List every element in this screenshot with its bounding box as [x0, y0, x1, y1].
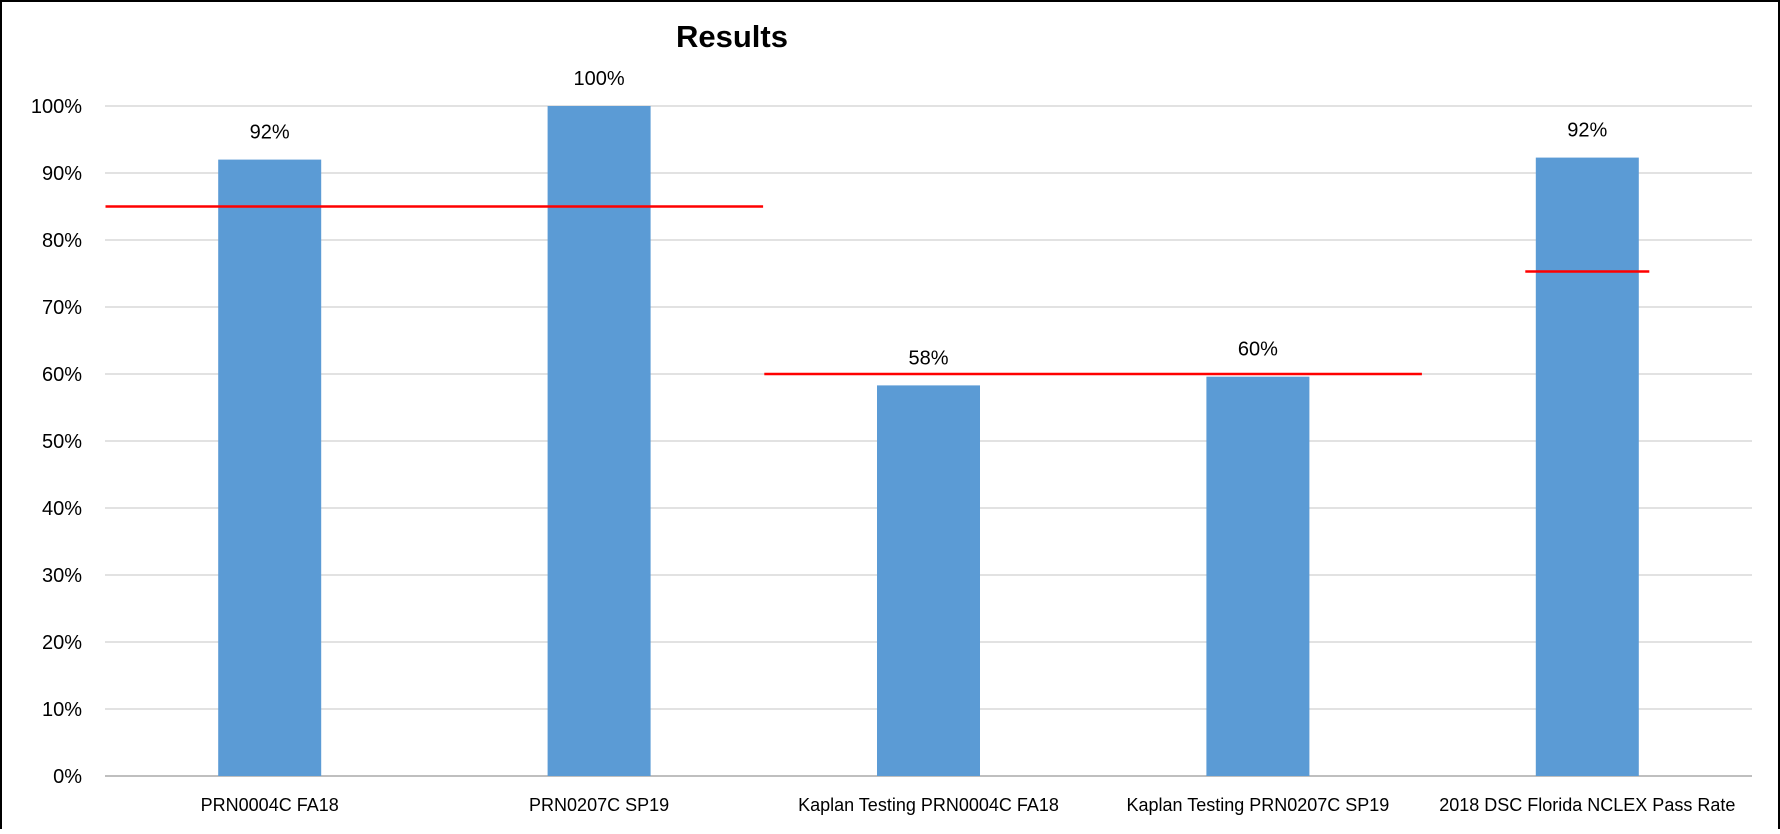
y-tick-label: 100% — [31, 96, 82, 118]
y-axis: 0% 10% 20% 30% 40% 50% 60% 70% 80% 90% 100% — [31, 96, 82, 788]
bar — [218, 159, 322, 777]
y-tick-label: 70% — [42, 297, 82, 319]
y-tick-label: 60% — [42, 364, 82, 386]
y-tick-label: 10% — [42, 699, 82, 721]
y-tick-label: 90% — [42, 163, 82, 185]
bar — [1206, 376, 1310, 776]
y-tick-label: 80% — [42, 230, 82, 252]
y-tick-label: 0% — [53, 766, 82, 788]
y-tick-label: 40% — [42, 498, 82, 520]
x-tick-label: PRN0207C SP19 — [529, 795, 669, 815]
bar — [1535, 157, 1639, 777]
x-tick-label: PRN0004C FA18 — [201, 795, 339, 815]
x-tick-label: Kaplan Testing PRN0207C SP19 — [1126, 795, 1389, 815]
y-tick-label: 20% — [42, 632, 82, 654]
chart-title: Results — [676, 19, 788, 54]
y-tick-label: 30% — [42, 565, 82, 587]
x-tick-label: 2018 DSC Florida NCLEX Pass Rate — [1439, 795, 1735, 815]
data-label: 92% — [250, 122, 290, 144]
data-labels: 92% 100% 58% 60% 92% — [250, 68, 1608, 369]
data-label: 100% — [574, 68, 625, 90]
y-tick-label: 50% — [42, 431, 82, 453]
x-tick-label: Kaplan Testing PRN0004C FA18 — [798, 795, 1059, 815]
data-label: 60% — [1238, 339, 1278, 361]
bars — [218, 106, 1639, 777]
bar — [877, 385, 980, 776]
bar — [547, 106, 651, 776]
data-label: 58% — [908, 347, 948, 369]
benchmark-lines — [105, 205, 1650, 376]
x-axis: PRN0004C FA18 PRN0207C SP19 Kaplan Testing… — [201, 795, 1736, 815]
data-label: 92% — [1567, 120, 1607, 142]
